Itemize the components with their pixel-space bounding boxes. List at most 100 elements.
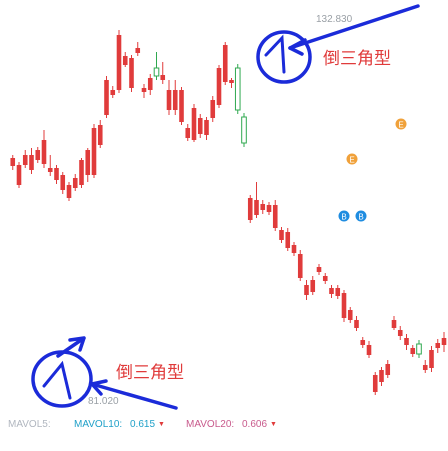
candle-body [254,200,259,215]
candle-body [429,350,434,368]
candle-body [279,230,284,240]
candle-body [16,165,22,185]
candle-body [54,168,59,180]
volume-legend: MAVOL5: MAVOL10: 0.615 ▼ MAVOL20: 0.606 … [0,413,448,435]
candle-body [322,276,328,281]
candle-body [435,343,441,348]
candle-body [247,198,253,220]
top-annotation-triangle [264,34,286,74]
top-annotation-arrow-head [288,38,307,56]
bottom-annotation-label: 倒三角型 [116,363,184,383]
candle-body [229,80,234,83]
candle-body [341,293,347,318]
bottom-annotation-arrow-head [90,379,108,396]
candle-body [347,310,353,320]
event-marker-icon: E [346,153,358,165]
candle-body [110,90,116,95]
candle-body [216,68,222,105]
candle-body [379,370,384,382]
mavol10-down-arrow-icon: ▼ [158,421,165,428]
candle-body [310,280,316,292]
candle-body [366,345,372,355]
top-annotation-label: 倒三角型 [323,49,391,69]
candle-body [222,45,228,82]
mavol20-label: MAVOL20: [186,419,235,430]
candle-body [166,90,172,110]
buy-marker-icon: B [355,210,367,222]
candle-body [197,118,203,134]
candle-body [266,205,272,212]
candle-body [147,78,153,90]
candle-body [141,88,147,92]
candle-body [385,364,391,375]
candle-body [41,140,47,164]
marker-letter: B [341,212,346,221]
candle-body [22,155,28,165]
annotations-layer: 倒三角型 倒三角型 [31,4,420,410]
candle-body [72,178,78,188]
candle-body [329,288,334,294]
marker-letter: E [349,155,354,164]
candle-body [404,338,409,345]
candle-body [135,48,141,53]
marker-letter: B [358,212,363,221]
candle-body [204,120,209,135]
candle-body [297,254,303,278]
candle-body [79,160,84,185]
candle-body [10,158,16,166]
candle-body [441,338,447,345]
candle-body [360,340,366,345]
mavol10-label: MAVOL10: [74,419,123,430]
candle-body [29,155,34,170]
candle-body [354,320,359,328]
high-price-label: 132.830 [316,14,353,25]
bottom-annotation-upper-arrow [56,336,86,358]
candle-body [122,56,128,65]
low-price-label: 81.020 [88,396,119,407]
event-marker-icon: E [395,118,407,130]
mavol5-label: MAVOL5: [8,419,51,430]
top-annotation-arrow [288,4,420,50]
candle-body [210,100,216,118]
candle-body [153,67,160,77]
candle-body [304,285,309,295]
mavol20-down-arrow-icon: ▼ [270,421,277,428]
bottom-annotation-triangle [42,360,72,400]
candle-body [372,375,378,392]
candle-body [160,75,166,80]
candle-body [234,67,241,111]
marker-letter: E [398,120,403,129]
candle-body [129,58,134,88]
candle-body [97,125,103,145]
mavol20-value: 0.606 [242,419,268,430]
top-annotation-circle [256,30,312,84]
candle-body [104,80,109,115]
candle-body [285,232,291,248]
candle-body [260,204,266,210]
candle-body [397,330,403,336]
candle-body [35,150,41,160]
candle-body [47,168,53,172]
candle-body [172,90,178,110]
candle-body [66,185,72,198]
candle-body [116,35,122,90]
candle-body [335,288,341,296]
candle-body [410,348,416,354]
mavol10-value: 0.615 [130,419,156,430]
candle-body [316,267,322,272]
candle-body [179,90,184,122]
buy-marker-icon: B [338,210,350,222]
bottom-annotation-circle [31,350,93,408]
markers-layer: E E B B [338,118,407,222]
candle-body [391,320,397,328]
candle-body [191,108,197,140]
bottom-annotation-arrow [90,382,178,410]
candle-body [272,205,278,228]
candle-body [85,150,91,175]
candle-body [291,245,297,253]
candle-body [60,175,66,190]
candle-body [241,116,247,144]
candle-body [91,128,97,175]
